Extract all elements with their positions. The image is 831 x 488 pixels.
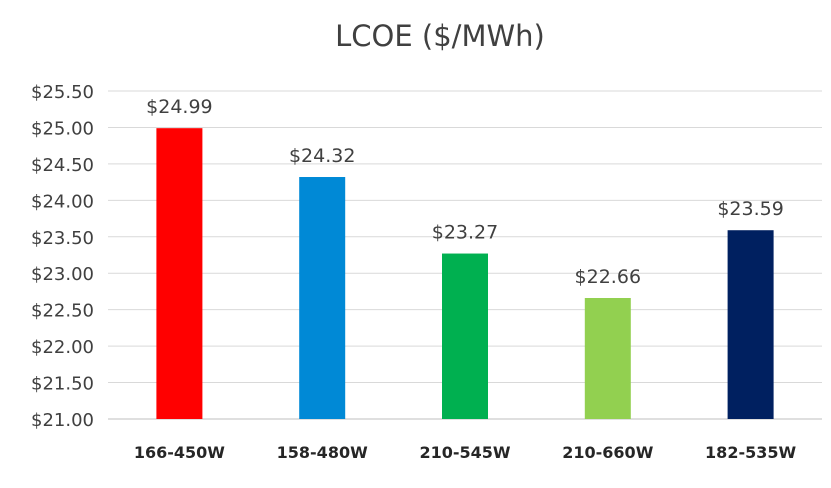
x-tick-label: 158-480W [277,443,368,462]
chart-title: LCOE ($/MWh) [335,19,545,53]
y-tick-label: $21.00 [31,410,94,431]
y-tick-label: $21.50 [31,374,94,395]
data-label: $24.32 [289,145,355,167]
y-tick-label: $23.00 [31,264,94,285]
bar [156,128,203,419]
bar [442,253,488,419]
y-tick-label: $22.50 [31,301,94,322]
data-label: $24.99 [146,96,212,118]
x-tick-label: 166-450W [134,443,225,462]
y-axis-ticks: $21.00 $21.50 $22.00 $22.50 $23.00 $23.50 $24.… [31,82,94,431]
y-tick-label: $24.50 [31,155,94,176]
bars [156,128,774,419]
y-tick-label: $25.00 [31,118,94,139]
bar [584,298,631,419]
y-tick-label: $23.50 [31,228,94,249]
x-tick-label: 210-545W [419,443,510,462]
bar [727,230,774,419]
data-label: $23.27 [432,222,498,244]
x-tick-label: 210-660W [562,443,653,462]
y-tick-label: $25.50 [31,82,94,103]
data-labels: $24.99 $24.32 $23.27 $22.66 $23.59 [146,96,784,288]
data-label: $22.66 [575,266,641,288]
y-tick-label: $24.00 [31,191,94,212]
x-tick-label: 182-535W [705,443,796,462]
y-tick-label: $22.00 [31,337,94,358]
x-axis-labels: 166-450W 158-480W 210-545W 210-660W 182-535W [134,443,797,462]
bar [299,177,346,419]
data-label: $23.59 [717,198,783,220]
